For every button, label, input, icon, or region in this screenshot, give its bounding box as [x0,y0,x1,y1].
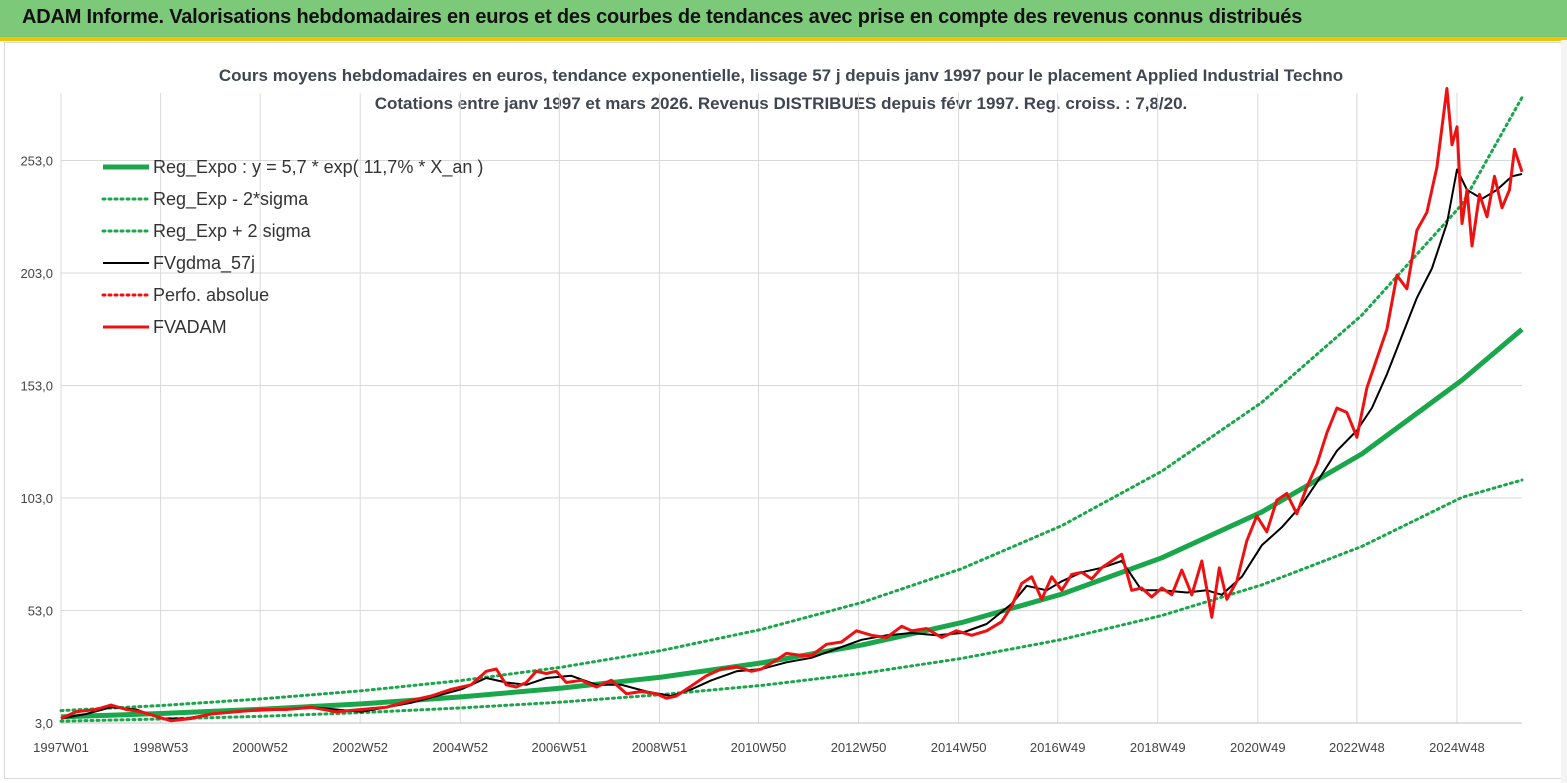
x-tick-label: 1998W53 [133,740,189,755]
page-title: ADAM Informe. Valorisations hebdomadaire… [22,6,1303,28]
chart-subtitle: Cotations entre janv 1997 et mars 2026. … [375,94,1188,113]
legend-label-1: Reg_Exp - 2*sigma [153,189,309,210]
x-tick-label: 2014W50 [931,740,987,755]
y-tick-label: 53,0 [28,604,53,619]
legend-label-4: Perfo. absolue [153,285,269,305]
legend-label-0: Reg_Expo : y = 5,7 * exp( 11,7% * X_an ) [153,157,483,178]
legend: Reg_Expo : y = 5,7 * exp( 11,7% * X_an )… [101,157,483,337]
series-line-0 [60,327,1524,720]
gridlines [60,93,1522,724]
x-tick-label: 2016W49 [1030,740,1086,755]
x-tick-label: 2018W49 [1130,740,1186,755]
x-tick-label: 2004W52 [432,740,488,755]
x-tick-label: 2020W49 [1230,740,1286,755]
series-line-1 [59,478,1524,723]
x-tick-label: 2000W52 [232,740,288,755]
y-tick-label: 203,0 [20,266,53,281]
x-tick-label: 2010W50 [731,740,787,755]
legend-label-3: FVgdma_57j [153,253,255,274]
y-axis-ticks: 3,0 53,0 103,0 153,0 203,0 253,0 [20,154,53,732]
y-tick-label: 153,0 [20,379,53,394]
x-tick-label: 1997W01 [33,740,89,755]
series-line-5 [60,87,1524,723]
plot-area [59,87,1524,723]
header-bar: ADAM Informe. Valorisations hebdomadaire… [0,0,1567,38]
legend-label-2: Reg_Exp + 2 sigma [153,221,312,242]
y-tick-label: 103,0 [20,491,53,506]
x-axis-ticks: 1997W01 1998W53 2000W52 2002W52 2004W52 2006W… [33,740,1485,755]
x-tick-label: 2008W51 [632,740,688,755]
x-tick-label: 2006W51 [532,740,588,755]
x-tick-label: 2002W52 [332,740,388,755]
y-tick-label: 253,0 [20,154,53,169]
x-tick-label: 2024W48 [1429,740,1485,755]
chart-svg: Cours moyens hebdomadaires en euros, ten… [20,66,1524,755]
chart-title: Cours moyens hebdomadaires en euros, ten… [219,66,1343,85]
y-tick-label: 3,0 [35,716,53,731]
series-line-3 [60,168,1523,720]
legend-label-5: FVADAM [153,317,227,337]
series-line-2 [59,96,1524,713]
x-tick-label: 2012W50 [831,740,887,755]
x-tick-label: 2022W48 [1329,740,1385,755]
chart-frame: Cours moyens hebdomadaires en euros, ten… [4,42,1563,779]
window-edge [1561,40,1567,783]
header-accent-rule [0,37,1567,41]
